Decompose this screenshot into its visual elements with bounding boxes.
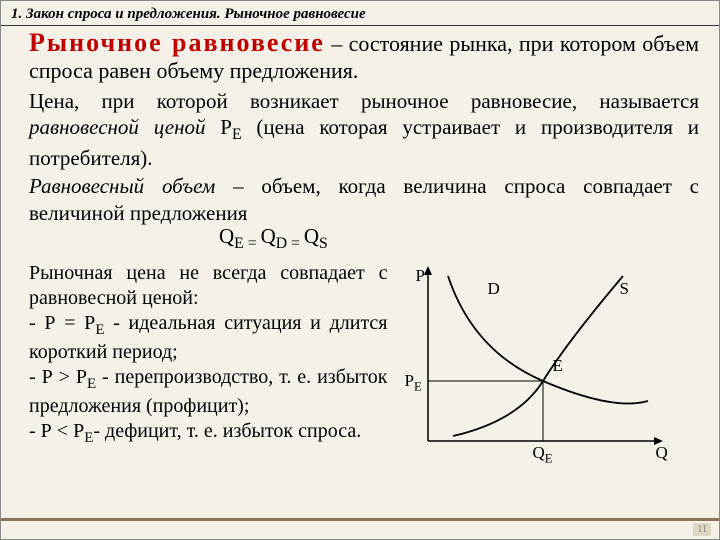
qe-sub: E: [545, 451, 553, 465]
l4a: - Р < Р: [29, 420, 84, 442]
left-column: Рыночная цена не всегда совпадает с равн…: [29, 261, 398, 471]
title-highlight: Рыночное равновесие: [29, 28, 325, 57]
formula-q3: Q: [304, 224, 319, 248]
l3sub: E: [87, 376, 96, 392]
formula-e: E =: [234, 235, 260, 252]
para1-pe: Р: [206, 115, 232, 139]
footer-divider: [1, 518, 719, 521]
label-d: D: [488, 279, 500, 299]
left-line4: - Р < РE- дефицит, т. е. избыток спроса.: [29, 419, 388, 448]
para1-italic: равновесной ценой: [29, 115, 206, 139]
formula-s: S: [319, 235, 328, 252]
para1-start: Цена, при которой возникает рыночное рав…: [29, 89, 699, 113]
header-title: 1. Закон спроса и предложения. Рыночное …: [11, 6, 366, 22]
chart-column: P D S E PE QE Q: [398, 261, 700, 471]
market-price-text: Рыночная цена не всегда совпадает с равн…: [29, 261, 388, 447]
l2a: - Р = Р: [29, 312, 95, 334]
equilibrium-formula: QE = QD = QS: [219, 224, 699, 253]
left-line2: - Р = РE - идеальная ситуация и длится к…: [29, 311, 388, 365]
pe-sub: E: [414, 379, 422, 393]
para1-pe-sub: E: [232, 126, 242, 143]
formula-d: D =: [276, 235, 304, 252]
l4sub: E: [84, 430, 93, 446]
pe-p: P: [405, 371, 414, 390]
supply-demand-chart: P D S E PE QE Q: [398, 261, 678, 471]
left-line3: - Р > РE - перепроизводство, т. е. избыт…: [29, 365, 388, 419]
para2-italic: Равновесный объем: [29, 174, 215, 198]
l4b: - дефицит, т. е. избыток спроса.: [93, 420, 361, 442]
slide-header: 1. Закон спроса и предложения. Рыночное …: [1, 1, 719, 26]
formula-q2: Q: [261, 224, 276, 248]
paragraph-price: Цена, при которой возникает рыночное рав…: [29, 88, 699, 171]
label-s: S: [620, 279, 629, 299]
l3a: - Р > Р: [29, 366, 87, 388]
qe-q: Q: [533, 443, 545, 462]
title-paragraph: Рыночное равновесие – состояние рынка, п…: [29, 28, 699, 84]
lower-section: Рыночная цена не всегда совпадает с равн…: [29, 261, 699, 471]
formula-q1: Q: [219, 224, 234, 248]
label-e: E: [553, 356, 563, 376]
label-pe: PE: [405, 371, 422, 394]
label-q: Q: [656, 443, 668, 463]
label-p: P: [416, 266, 425, 286]
page-number: 11: [693, 523, 711, 536]
label-qe: QE: [533, 443, 553, 466]
slide-content: Рыночное равновесие – состояние рынка, п…: [1, 26, 719, 481]
paragraph-volume: Равновесный объем – объем, когда величин…: [29, 173, 699, 226]
left-line1: Рыночная цена не всегда совпадает с равн…: [29, 261, 388, 311]
chart-svg: [398, 261, 678, 471]
